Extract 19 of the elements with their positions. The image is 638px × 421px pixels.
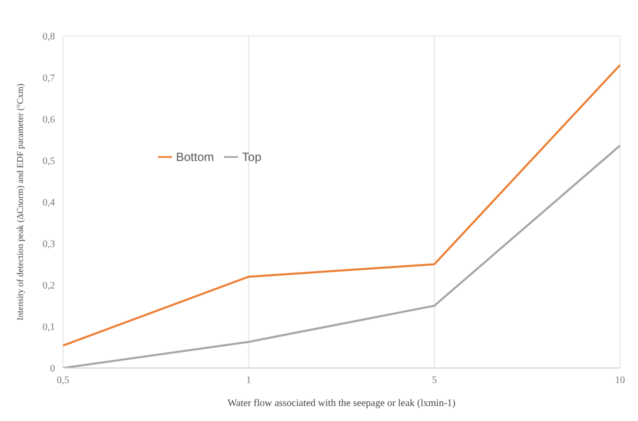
y-tick-label: 0,1 bbox=[42, 322, 55, 334]
y-tick-label: 0,4 bbox=[42, 198, 55, 209]
x-tick-label: 5 bbox=[432, 375, 437, 386]
y-tick-label: 0 bbox=[50, 364, 55, 375]
y-axis-title: Intensity of detection peak (ΔCnorm) and EDF parameter (°Cxm) bbox=[15, 84, 26, 320]
line-series bbox=[62, 64, 621, 347]
y-tick-label: 0,2 bbox=[42, 280, 55, 292]
y-tick-label: 0,3 bbox=[42, 239, 55, 250]
line-series bbox=[62, 144, 621, 368]
legend-label: Top bbox=[242, 150, 262, 164]
x-tick-label: 10 bbox=[615, 375, 625, 386]
x-axis-title: Water flow associated with the seepage or leak (lxmin-1) bbox=[228, 398, 456, 409]
legend-label: Bottom bbox=[176, 150, 214, 164]
y-tick-label: 0,7 bbox=[42, 73, 55, 84]
y-tick-label: 0,5 bbox=[42, 156, 55, 168]
x-tick-label: 0,5 bbox=[56, 375, 70, 386]
x-tick-label: 1 bbox=[246, 375, 252, 386]
y-tick-label: 0,8 bbox=[42, 32, 55, 43]
y-tick-label: 0,6 bbox=[42, 114, 55, 126]
